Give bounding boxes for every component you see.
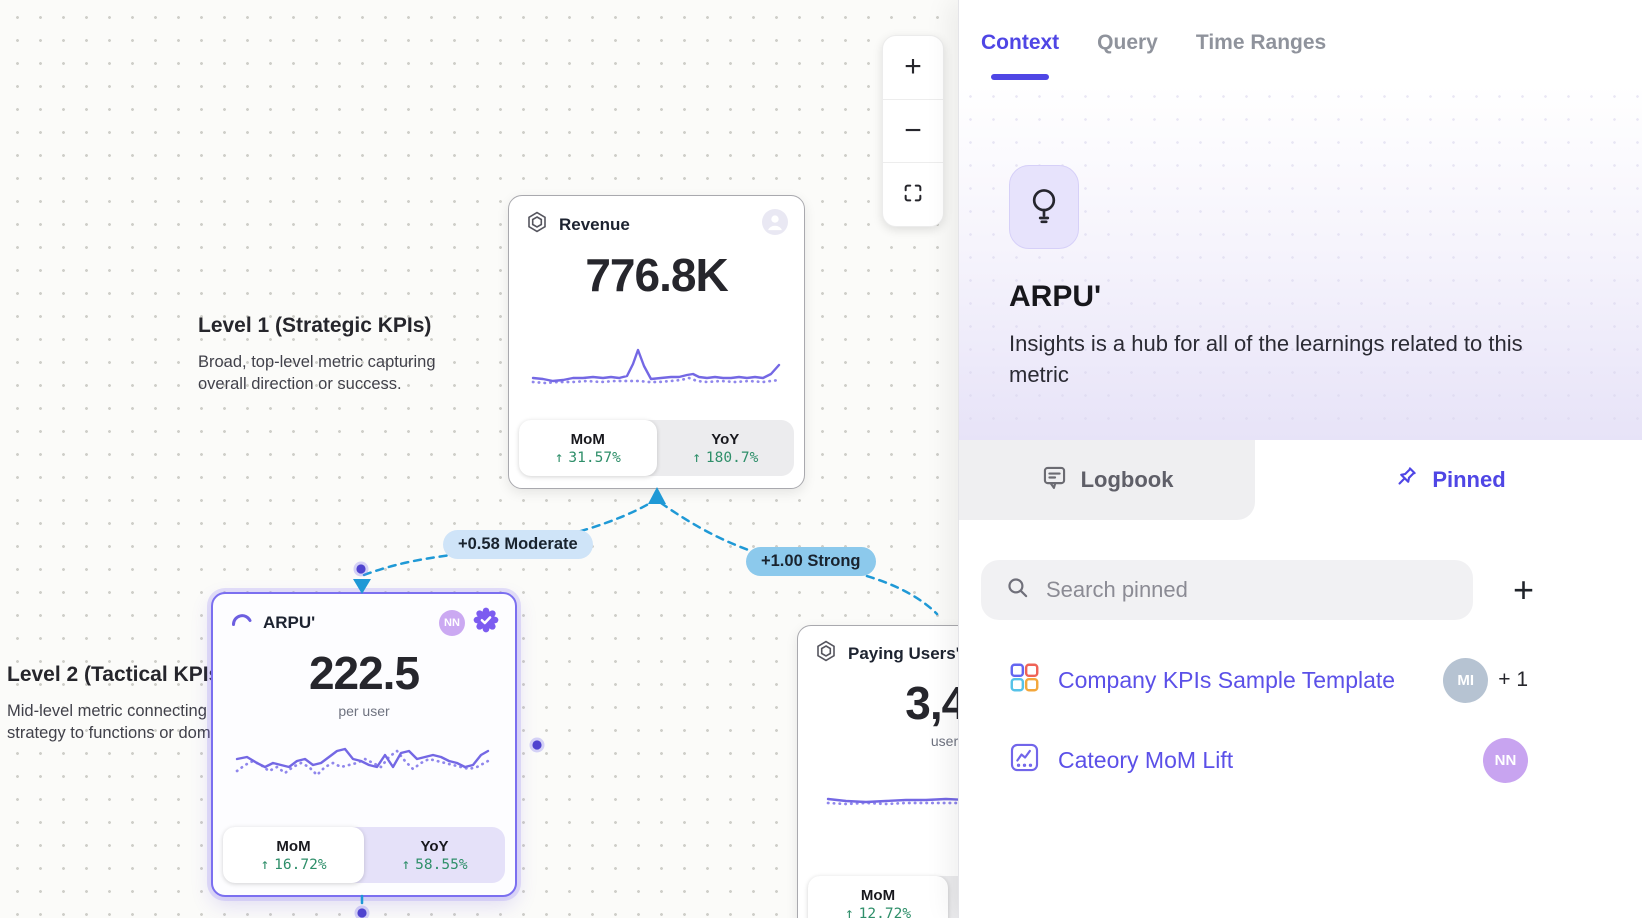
card-title: ARPU' bbox=[263, 612, 316, 632]
sparkline-chart bbox=[235, 747, 490, 777]
yoy-toggle[interactable]: YoY ↑ 180.7% bbox=[692, 430, 759, 466]
canvas-zoom-toolbar: + − bbox=[882, 35, 944, 227]
metric-description: Insights is a hub for all of the learnin… bbox=[1009, 331, 1523, 388]
level-1-description: Broad, top-level metric capturing overal… bbox=[198, 353, 436, 393]
tab-query[interactable]: Query bbox=[1097, 30, 1158, 54]
node-handle-arpu-top[interactable] bbox=[353, 561, 369, 577]
mom-delta: 31.57% bbox=[568, 449, 621, 466]
list-item-cateory-mom-lift[interactable]: Cateory MoM Lift NN bbox=[959, 736, 1642, 784]
card-header: Revenue bbox=[509, 196, 804, 240]
yoy-delta: 58.55% bbox=[415, 856, 468, 873]
chart-icon bbox=[1009, 742, 1040, 778]
context-panel: Context Query Time Ranges bbox=[958, 0, 1642, 918]
level-1-annotation: Level 1 (Strategic KPIs) Broad, top-leve… bbox=[198, 314, 443, 396]
sparkline-chart bbox=[826, 797, 958, 806]
pinned-list: Company KPIs Sample Template MI + 1 Cate… bbox=[959, 656, 1642, 784]
yoy-toggle[interactable] bbox=[948, 876, 958, 918]
mom-toggle[interactable]: MoM ↑ 16.72% bbox=[223, 827, 364, 883]
up-arrow-icon: ↑ bbox=[692, 449, 701, 466]
card-title: Paying Users' bbox=[848, 643, 958, 663]
level-1-title: Level 1 (Strategic KPIs) bbox=[198, 314, 432, 337]
active-tab-underline bbox=[991, 74, 1050, 80]
card-title: Revenue bbox=[559, 214, 630, 234]
period-toggle: MoM ↑ 16.72% YoY ↑ 58.55% bbox=[223, 827, 505, 883]
search-input[interactable]: Search pinned bbox=[981, 560, 1473, 620]
yoy-toggle[interactable]: YoY ↑ 58.55% bbox=[401, 837, 468, 873]
yoy-delta: 180.7% bbox=[705, 449, 759, 466]
arrowhead-into-revenue bbox=[648, 487, 666, 504]
up-arrow-icon: ↑ bbox=[554, 449, 564, 466]
fit-view-button[interactable] bbox=[883, 162, 943, 226]
hexagon-icon bbox=[814, 639, 838, 668]
zoom-out-button[interactable]: − bbox=[883, 98, 943, 163]
metric-card-paying-users[interactable]: Paying Users' 3,49 users MoM ↑12.72% bbox=[797, 625, 958, 918]
pin-icon bbox=[1392, 464, 1419, 497]
up-arrow-icon: ↑ bbox=[401, 856, 411, 873]
add-pinned-button[interactable]: + bbox=[1507, 571, 1540, 609]
metric-unit: per user bbox=[338, 703, 390, 719]
metric-card-arpu[interactable]: ARPU' NN bbox=[211, 592, 517, 897]
metric-tree-canvas[interactable]: Level 1 (Strategic KPIs) Broad, top-leve… bbox=[0, 0, 958, 918]
list-item-company-kpis[interactable]: Company KPIs Sample Template MI + 1 bbox=[959, 656, 1642, 704]
tab-logbook[interactable]: Logbook bbox=[959, 440, 1255, 520]
search-placeholder: Search pinned bbox=[1046, 577, 1188, 602]
mom-toggle[interactable]: MoM ↑ 12.72% bbox=[808, 876, 948, 918]
zoom-in-button[interactable]: + bbox=[883, 36, 943, 99]
grid-icon bbox=[1009, 662, 1040, 698]
up-arrow-icon: ↑ bbox=[844, 905, 854, 918]
logbook-pinned-tabs: Logbook Pinned bbox=[959, 440, 1642, 520]
correlation-label-strong[interactable]: +1.00 Strong bbox=[746, 547, 876, 576]
metric-value: 776.8K bbox=[585, 249, 728, 301]
lightbulb-icon bbox=[1025, 186, 1063, 229]
period-toggle: MoM ↑ 12.72% bbox=[808, 876, 958, 918]
comment-icon bbox=[1041, 464, 1068, 497]
period-toggle: MoM ↑ 31.57% YoY ↑ 180.7% bbox=[519, 420, 794, 476]
mom-toggle[interactable]: MoM ↑ 31.57% bbox=[519, 420, 657, 476]
metric-card-revenue[interactable]: Revenue 776.8K MoM ↑ 31.57% YoY ↑ 180.7% bbox=[508, 195, 805, 489]
arc-icon bbox=[229, 608, 253, 637]
tab-pinned[interactable]: Pinned bbox=[1255, 440, 1642, 520]
hexagon-icon bbox=[525, 210, 549, 239]
pinned-search-row: Search pinned + bbox=[959, 560, 1642, 620]
user-avatar-icon bbox=[762, 209, 788, 240]
fit-view-icon bbox=[902, 178, 924, 212]
node-handle-arpu-bottom[interactable] bbox=[354, 905, 370, 918]
metric-name: ARPU' bbox=[1009, 280, 1102, 313]
avatar: NN bbox=[439, 609, 465, 636]
verified-badge-icon bbox=[473, 607, 499, 638]
card-header: ARPU' NN bbox=[213, 594, 515, 638]
mom-delta: 16.72% bbox=[274, 856, 327, 873]
correlation-label-moderate[interactable]: +0.58 Moderate bbox=[443, 530, 593, 559]
level-2-title: Level 2 (Tactical KPIs) bbox=[7, 663, 228, 686]
avatar: MI bbox=[1443, 657, 1489, 703]
tab-context[interactable]: Context bbox=[981, 0, 1059, 85]
card-header: Paying Users' bbox=[798, 626, 958, 668]
metric-value: 222.5 bbox=[308, 647, 420, 699]
metric-value: 3,49 bbox=[905, 677, 958, 729]
avatar: NN bbox=[1483, 737, 1528, 783]
sparkline-chart bbox=[531, 348, 780, 385]
insights-icon-tile bbox=[1009, 165, 1079, 249]
search-icon bbox=[1005, 575, 1030, 605]
mom-delta: 12.72% bbox=[858, 905, 912, 918]
tab-time-ranges[interactable]: Time Ranges bbox=[1195, 30, 1327, 54]
level-2-description: Mid-level metric connecting strategy to … bbox=[7, 702, 246, 742]
metric-unit: users bbox=[930, 733, 958, 749]
up-arrow-icon: ↑ bbox=[260, 856, 270, 873]
node-handle-arpu-right[interactable] bbox=[529, 737, 545, 753]
metric-hero: ARPU' Insights is a hub for all of the l… bbox=[959, 85, 1642, 440]
extra-collaborators: + 1 bbox=[1498, 668, 1528, 691]
level-2-annotation: Level 2 (Tactical KPIs) Mid-level metric… bbox=[7, 663, 269, 745]
panel-tab-bar: Context Query Time Ranges bbox=[959, 0, 1642, 85]
